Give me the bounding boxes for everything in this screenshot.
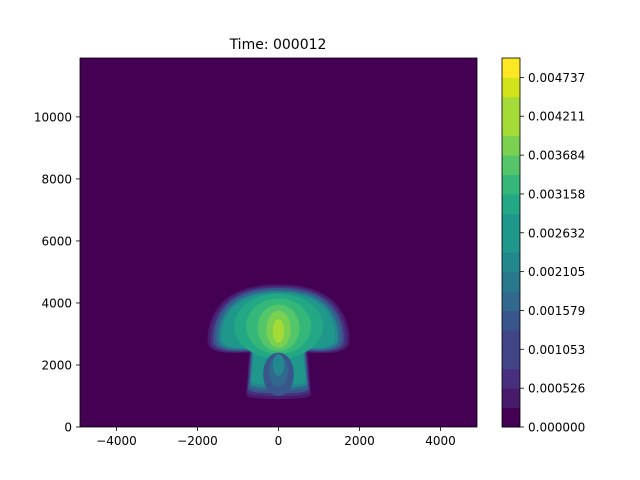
colorbar-band [502,388,520,409]
y-tick-label: 2000 [41,358,72,372]
y-tick-label: 0 [64,421,72,435]
colorbar-tick-label: 0.004737 [528,71,585,85]
colorbar-band [502,155,520,176]
colorbar-band [502,116,520,137]
colorbar-band [502,252,520,273]
y-tick-label: 10000 [34,110,72,124]
colorbar-band [502,349,520,370]
colorbar-band [502,329,520,350]
colorbar-ticks: 0.000000 0.000526 0.001053 0.001579 0.002105… [520,71,585,435]
colorbar-tick-label: 0.003158 [528,187,585,201]
x-tick-label: 0 [275,434,283,448]
x-tick-label: 4000 [425,434,456,448]
colorbar: 0.000000 0.000526 0.001053 0.001579 0.002105… [501,57,585,435]
x-tick-label: −2000 [177,434,218,448]
colorbar-band [502,368,520,389]
colorbar-band [502,193,520,214]
colorbar-bands [502,58,520,428]
colorbar-tick-label: 0.003684 [528,149,585,163]
colorbar-frame [501,57,521,428]
colorbar-tick-label: 0.001579 [528,304,585,318]
y-tick-label: 4000 [41,296,72,310]
colorbar-band [502,271,520,292]
colorbar-tick-label: 0.001053 [528,343,585,357]
y-axis-ticks: 0 2000 4000 6000 8000 10000 [34,110,80,435]
colorbar-band [502,213,520,234]
y-tick-label: 6000 [41,234,72,248]
colorbar-tick-label: 0.004211 [528,110,585,124]
colorbar-band [502,291,520,311]
plume-core-band [272,319,285,343]
colorbar-band [502,174,520,195]
chart-title: Time: 000012 [229,37,327,53]
colorbar-band [502,77,520,98]
x-tick-label: −4000 [96,434,137,448]
plume-contours [207,284,350,400]
y-tick-label: 8000 [41,172,72,186]
colorbar-band [502,407,520,428]
colorbar-band [502,232,520,253]
colorbar-tick-label: 0.002632 [528,226,585,240]
colorbar-band [502,310,520,331]
colorbar-tick-label: 0.002105 [528,265,585,279]
colorbar-tick-label: 0.000000 [528,421,585,435]
plot-axes: −4000 −2000 0 2000 4000 0 2000 4000 6000 8000 100… [34,57,478,448]
colorbar-band [502,96,520,117]
colorbar-tick-label: 0.000526 [528,382,585,396]
x-tick-label: 2000 [344,434,375,448]
colorbar-band [502,58,520,78]
colorbar-band [502,135,520,156]
x-axis-ticks: −4000 −2000 0 2000 4000 [96,427,456,448]
plume-stem-band [272,354,285,376]
